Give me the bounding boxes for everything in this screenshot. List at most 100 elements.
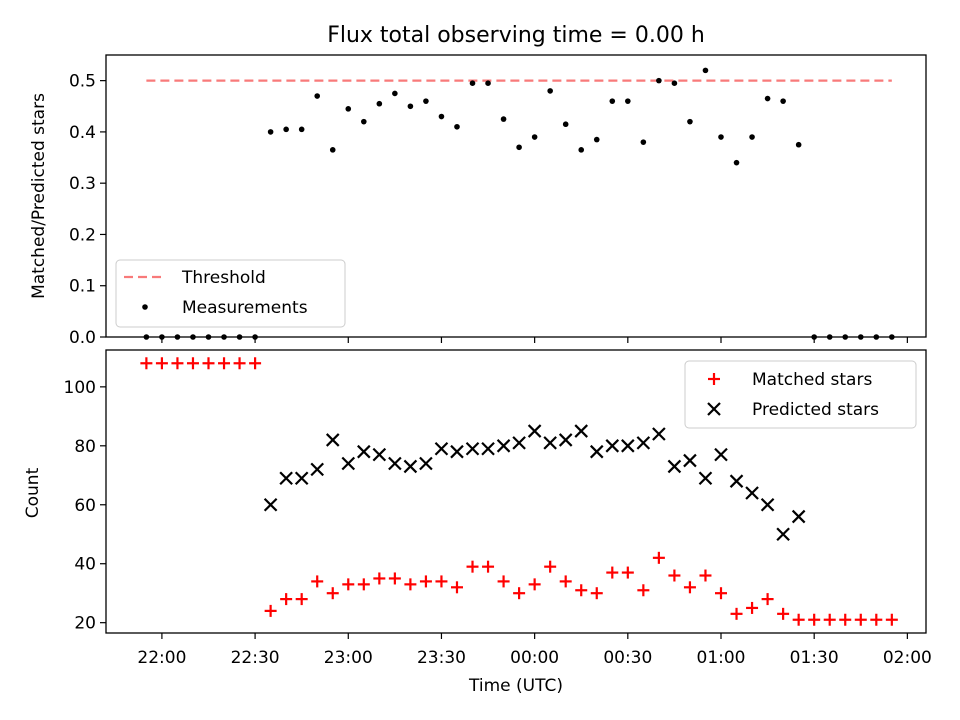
matched-star-point [823,613,836,626]
predicted-star-point [683,453,697,468]
measurement-point [687,118,693,125]
bottom-x-tick-label: 23:00 [324,648,373,668]
matched-star-point [715,587,727,600]
bottom-x-tick-label: 00:30 [603,648,652,668]
bottom-x-tick-label: 22:30 [231,648,280,668]
predicted-star-point [729,474,744,488]
matched-star-point [280,593,293,606]
predicted-stars-points [263,424,806,542]
matched-star-point [513,587,526,600]
predicted-star-point [419,456,433,471]
matched-star-point [326,587,339,600]
predicted-star-point [714,447,728,462]
predicted-star-point [636,436,651,450]
legend-plus-marker [708,373,720,385]
matched-star-point [559,575,572,588]
matched-star-point [621,566,634,579]
matched-star-point [746,601,759,614]
bottom-x-tick-label: 23:30 [417,648,466,668]
bottom-legend: Matched stars Predicted stars [684,360,917,429]
legend-matched-label: Matched stars [752,370,872,390]
matched-star-point [404,578,417,591]
legend-predicted-label: Predicted stars [752,400,879,420]
matched-star-point [342,578,355,591]
matched-star-point [575,584,588,597]
matched-star-point [482,560,495,573]
bottom-x-tick-label: 00:00 [510,648,559,668]
predicted-star-point [791,509,806,524]
predicted-star-point [760,497,775,512]
matched-star-point [435,575,448,588]
top-x-ticks [161,337,908,343]
legend-threshold-label: Threshold [181,268,266,288]
bottom-x-tick-label: 01:30 [790,648,839,668]
predicted-star-point [589,444,604,459]
legend-x-marker [707,402,721,416]
legend-matched-swatch [708,373,720,385]
measurement-point [593,136,600,143]
bottom-x-ticks: 22:00 22:30 23:00 23:30 00:00 00:30 01:00 01:30… [137,633,932,668]
predicted-star-point [698,471,713,486]
matched-star-point [854,613,867,626]
matched-star-point [202,357,215,370]
top-y-axis-label: Matched/Predicted stars [29,93,49,299]
top-y-tick-label: 0.0 [69,328,96,348]
measurement-point [345,106,352,112]
predicted-star-point [434,441,449,456]
measurement-point [718,134,724,140]
predicted-star-point [465,441,480,456]
predicted-star-point [558,433,573,447]
top-axes-frame [105,54,927,338]
measurement-point [656,77,662,84]
bottom-y-tick-label: 40 [74,555,96,575]
matched-star-point [357,578,370,591]
predicted-star-point [279,471,293,486]
matched-star-point [233,357,246,370]
matched-star-point [497,575,510,588]
predicted-star-point [667,459,682,474]
matched-star-point [249,357,262,370]
measurement-point [780,98,786,104]
predicted-star-point [512,436,526,450]
measurement-point [671,80,678,86]
measurement-point [609,98,616,104]
matched-star-point [839,613,852,626]
matched-star-point [683,581,696,594]
measurement-point [298,126,305,133]
matched-stars-points [140,357,898,626]
legend-measurements-label: Measurements [182,298,308,318]
predicted-star-point [388,456,402,471]
matched-star-point [388,572,401,585]
matched-star-point [186,357,199,370]
matched-star-point [466,560,479,573]
matched-star-point [419,575,432,588]
matched-star-point [218,357,231,370]
measurement-point [640,139,647,145]
bottom-axes-frame [105,349,927,634]
bottom-x-tick-label: 01:00 [697,648,746,668]
predicted-star-point [341,456,356,471]
predicted-star-point [652,427,666,441]
bottom-x-tick-label: 22:00 [137,648,186,668]
legend-predicted-swatch [707,402,721,416]
matched-star-point [808,613,821,626]
measurement-point [314,93,321,99]
predicted-star-point [776,527,790,542]
top-y-ticks: 0.0 0.1 0.2 0.3 0.4 0.5 [69,72,106,348]
matched-star-point [730,607,743,620]
predicted-star-point [527,424,542,438]
matched-star-point [544,560,557,573]
matched-star-point [885,613,898,626]
matched-star-point [590,587,603,600]
measurement-point [267,129,274,135]
predicted-star-point [450,444,464,459]
predicted-star-point [325,433,340,447]
predicted-star-point [621,439,635,453]
measurement-point [531,134,538,140]
matched-star-point [373,572,386,585]
bottom-y-tick-label: 60 [74,496,96,516]
matched-star-point [792,613,805,626]
matched-star-point [606,566,619,579]
measurement-point [454,123,460,130]
